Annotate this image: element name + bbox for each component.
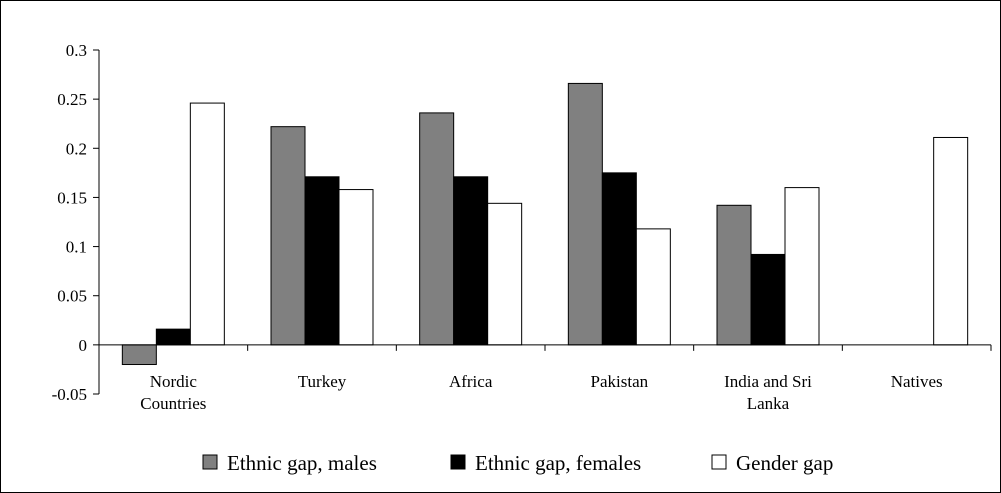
category-label: Natives (891, 372, 943, 391)
bar-gender-gap (189, 102, 225, 346)
legend-swatch (711, 454, 727, 470)
legend: Ethnic gap, males Ethnic gap, females Gend… (202, 451, 833, 475)
y-axis: -0.05 0 0.05 0.1 0.15 0.2 0.25 0.3 (52, 41, 100, 404)
category-label: Pakistan (591, 372, 649, 391)
bar-gender-gap (933, 136, 969, 346)
bar-gender-gap (635, 228, 671, 346)
category-label: Countries (140, 394, 206, 413)
bar-ethnic-gap-males (121, 344, 157, 366)
bar-ethnic-gap-females (304, 176, 340, 346)
legend-label: Ethnic gap, females (475, 451, 641, 475)
bar-ethnic-gap-males (270, 126, 306, 346)
legend-swatch (202, 454, 218, 470)
category-label: Lanka (747, 394, 790, 413)
bar-ethnic-gap-females (601, 172, 637, 346)
bars (121, 82, 969, 366)
bar-gender-gap (487, 202, 523, 346)
category-label: India and Sri (724, 372, 812, 391)
legend-swatch (450, 454, 466, 470)
y-tick-label: -0.05 (52, 385, 87, 404)
bar-ethnic-gap-females (453, 176, 489, 346)
legend-label: Ethnic gap, males (227, 451, 377, 475)
bar-gender-gap (784, 187, 820, 346)
bar-ethnic-gap-females (750, 253, 786, 346)
bar-gender-gap (338, 189, 374, 346)
bar-ethnic-gap-males (419, 112, 455, 346)
legend-label: Gender gap (736, 451, 833, 475)
x-axis: Nordic Countries Turkey Africa Pakistan India… (98, 344, 992, 413)
bar-ethnic-gap-males (716, 204, 752, 346)
y-tick-label: 0.3 (66, 41, 87, 60)
y-tick-label: 0.05 (57, 287, 87, 306)
category-label: Nordic (150, 372, 198, 391)
y-tick-label: 0.1 (66, 238, 87, 257)
y-tick-label: 0.15 (57, 188, 87, 207)
bar-ethnic-gap-males (567, 82, 603, 346)
category-label: Africa (449, 372, 493, 391)
y-tick-label: 0.25 (57, 90, 87, 109)
y-tick-label: 0 (79, 336, 88, 355)
category-label: Turkey (298, 372, 347, 391)
y-tick-label: 0.2 (66, 139, 87, 158)
bar-ethnic-gap-females (155, 328, 191, 346)
